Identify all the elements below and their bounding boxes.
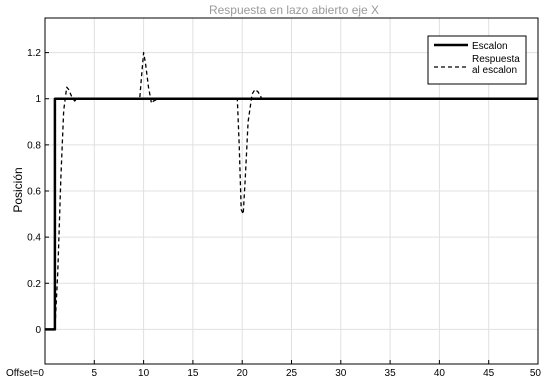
x-tick-label: 45 — [483, 368, 495, 379]
legend-label-response: Respuesta al escalon — [472, 54, 520, 76]
x-tick-label: 5 — [92, 368, 98, 379]
y-ticks: 0 0.2 0.4 0.6 0.8 1 1.2 — [27, 48, 49, 336]
y-tick-label: 0.4 — [27, 233, 41, 244]
chart-title: Respuesta en lazo abierto eje X — [209, 3, 379, 17]
x-tick-label: 30 — [335, 368, 347, 379]
x-tick-label: 15 — [187, 368, 199, 379]
x-tick-label: 25 — [286, 368, 298, 379]
x-tick-label: 40 — [434, 368, 446, 379]
y-axis-label: Posición — [11, 167, 25, 212]
y-tick-label: 0.8 — [27, 140, 41, 151]
series-line-response — [45, 51, 538, 331]
y-tick-label: 0.2 — [27, 279, 41, 290]
legend-label-step: Escalon — [472, 41, 508, 52]
x-tick-label: 35 — [385, 368, 397, 379]
y-tick-label: 0 — [35, 325, 41, 336]
x-tick-label: 20 — [237, 368, 249, 379]
x-ticks: Offset=0 5 10 15 20 25 30 35 40 45 50 — [6, 360, 541, 379]
y-tick-label: 1 — [35, 94, 41, 105]
legend: Escalon Respuesta al escalon — [427, 35, 527, 85]
x-tick-label: Offset=0 — [6, 368, 44, 379]
y-tick-label: 0.6 — [27, 187, 41, 198]
x-tick-label: 10 — [138, 368, 150, 379]
x-tick-label: 50 — [530, 368, 542, 379]
y-tick-label: 1.2 — [27, 48, 41, 59]
series-group — [45, 51, 538, 331]
